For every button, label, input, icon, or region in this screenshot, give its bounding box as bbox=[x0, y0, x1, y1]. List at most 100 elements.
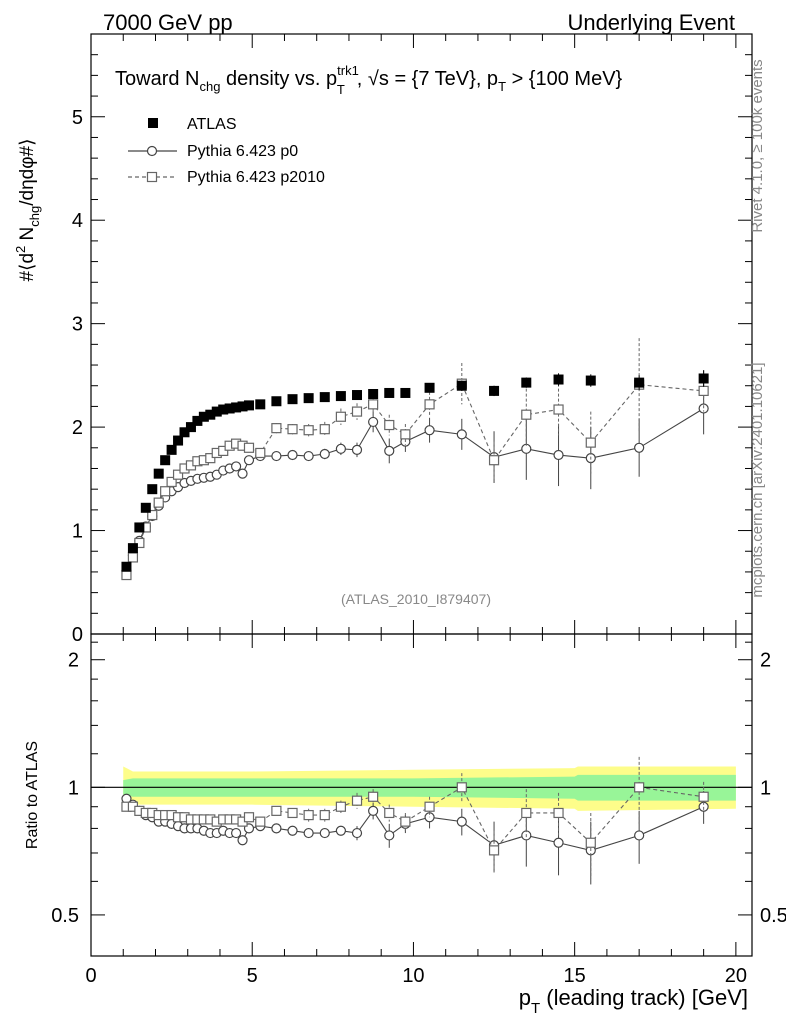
main-p2010-point bbox=[121, 569, 132, 581]
main-p0-point bbox=[303, 450, 314, 462]
main-atlas-point bbox=[121, 561, 132, 572]
y-tick-label: 1 bbox=[72, 521, 83, 543]
ratio-p2010-point bbox=[424, 801, 435, 812]
ratio-p0-point bbox=[319, 827, 330, 839]
ratio-p2010-point bbox=[319, 809, 330, 821]
main-atlas-point bbox=[198, 411, 209, 422]
main-p2010-point bbox=[698, 385, 709, 396]
main-p2010-point bbox=[153, 497, 164, 508]
ratio-p0-point bbox=[230, 827, 242, 839]
analysis-watermark: (ATLAS_2010_I879407) bbox=[341, 591, 491, 607]
main-p2010-point bbox=[384, 419, 395, 431]
ratio-p2010-point bbox=[698, 791, 709, 802]
legend-marker-p0 bbox=[146, 145, 158, 157]
ratio-p2010-point bbox=[634, 782, 645, 793]
main-p0-point bbox=[456, 429, 467, 440]
main-p0-point bbox=[368, 416, 379, 428]
main-atlas-point bbox=[489, 385, 500, 396]
main-atlas-point bbox=[173, 435, 184, 446]
main-p0-point bbox=[424, 425, 435, 436]
ratio-panel-frame bbox=[90, 633, 753, 957]
y-tick-label: 2 bbox=[72, 417, 83, 439]
ratio-uncertainty-band bbox=[91, 766, 752, 811]
main-p0-point bbox=[271, 450, 282, 462]
main-atlas-point bbox=[205, 409, 216, 420]
x-axis-label: pT (leading track) [GeV] bbox=[519, 985, 748, 1017]
axes: 0 5 10 15 20 0 1 2 3 4 5 0.5 0.5 1 1 2 2 bbox=[51, 34, 786, 987]
main-atlas-point bbox=[243, 400, 254, 411]
ratio-p0-point bbox=[456, 816, 467, 827]
main-panel-data bbox=[121, 338, 709, 581]
main-atlas-point bbox=[287, 394, 298, 405]
main-atlas-point bbox=[160, 455, 171, 466]
main-atlas-point bbox=[521, 377, 532, 388]
main-p2010-point bbox=[134, 537, 145, 549]
main-p2010-point bbox=[243, 442, 255, 453]
main-p0-point bbox=[287, 449, 298, 461]
ratio-p0-point bbox=[303, 827, 314, 839]
main-atlas-point bbox=[237, 401, 248, 412]
main-p2010-point bbox=[166, 476, 177, 488]
main-atlas-point bbox=[134, 522, 145, 533]
y-tick-label: 4 bbox=[72, 210, 83, 232]
legend-label-p2010: Pythia 6.423 p2010 bbox=[187, 169, 325, 186]
main-p0-point bbox=[634, 442, 645, 453]
main-p2010-point bbox=[553, 404, 564, 415]
ratio-p2010-point bbox=[384, 807, 395, 819]
main-atlas-point bbox=[185, 422, 196, 433]
ratio-p2010-point bbox=[271, 805, 282, 816]
main-atlas-point bbox=[424, 382, 435, 393]
ratio-p0-point bbox=[553, 837, 564, 848]
main-p2010-point bbox=[255, 447, 266, 459]
ratio-p0-point bbox=[237, 835, 248, 846]
main-p2010-point bbox=[218, 445, 229, 456]
ratio-y-tick-label: 1 bbox=[68, 777, 79, 799]
ratio-p2010-point bbox=[456, 782, 467, 793]
main-atlas-point bbox=[456, 380, 467, 391]
legend-marker-p2010 bbox=[146, 171, 158, 183]
main-atlas-point bbox=[335, 391, 346, 402]
ratio-p0-point bbox=[384, 830, 395, 841]
main-p0-point bbox=[237, 468, 248, 479]
y-tick-label: 5 bbox=[72, 107, 83, 129]
main-atlas-point bbox=[153, 468, 164, 479]
main-atlas-point bbox=[698, 373, 709, 384]
ratio-p0-point bbox=[634, 830, 645, 841]
ratio-y-tick-label: 0.5 bbox=[51, 905, 79, 927]
main-p2010-point bbox=[521, 409, 532, 420]
main-atlas-point bbox=[271, 396, 282, 407]
main-p2010-point bbox=[303, 425, 314, 436]
main-p2010-point bbox=[205, 453, 216, 464]
rivet-version-label: Rivet 4.1.0, ≥ 100k events bbox=[749, 59, 766, 232]
main-atlas-point bbox=[211, 406, 222, 417]
mcplots-label: mcplots.cern.ch [arXiv:2401.10621] bbox=[749, 362, 766, 597]
main-atlas-point bbox=[218, 404, 229, 415]
ratio-p2010-point bbox=[303, 809, 314, 821]
ratio-p2010-point bbox=[351, 795, 363, 806]
y-tick-label: 3 bbox=[72, 314, 83, 336]
y-tick-label: 0 bbox=[72, 624, 83, 646]
main-p2010-point bbox=[400, 429, 411, 440]
main-p0-point bbox=[553, 449, 564, 461]
main-p0-point bbox=[319, 448, 330, 460]
main-atlas-point bbox=[634, 377, 645, 388]
main-p2010-point bbox=[147, 509, 158, 521]
main-atlas-point bbox=[224, 403, 235, 414]
main-atlas-point bbox=[585, 375, 596, 386]
main-p0-point bbox=[351, 444, 363, 455]
main-p0-line bbox=[125, 408, 704, 572]
main-atlas-point bbox=[400, 387, 411, 398]
main-p2010-point bbox=[335, 411, 346, 422]
ratio-p0-point bbox=[287, 825, 298, 836]
ratio-panel-data bbox=[121, 756, 709, 885]
x-tick-label: 10 bbox=[402, 965, 424, 987]
main-atlas-point bbox=[319, 392, 330, 403]
ratio-p0-point bbox=[368, 805, 379, 816]
main-atlas-point bbox=[303, 393, 314, 404]
y-axis-label-top: #⟨d2 Nchg/dηdφ#⟩ bbox=[13, 138, 42, 281]
x-tick-label: 5 bbox=[247, 965, 258, 987]
ratio-y-tick-label-right: 0.5 bbox=[760, 905, 786, 927]
main-p2010-point bbox=[424, 399, 435, 410]
ratio-p2010-point bbox=[255, 816, 266, 827]
